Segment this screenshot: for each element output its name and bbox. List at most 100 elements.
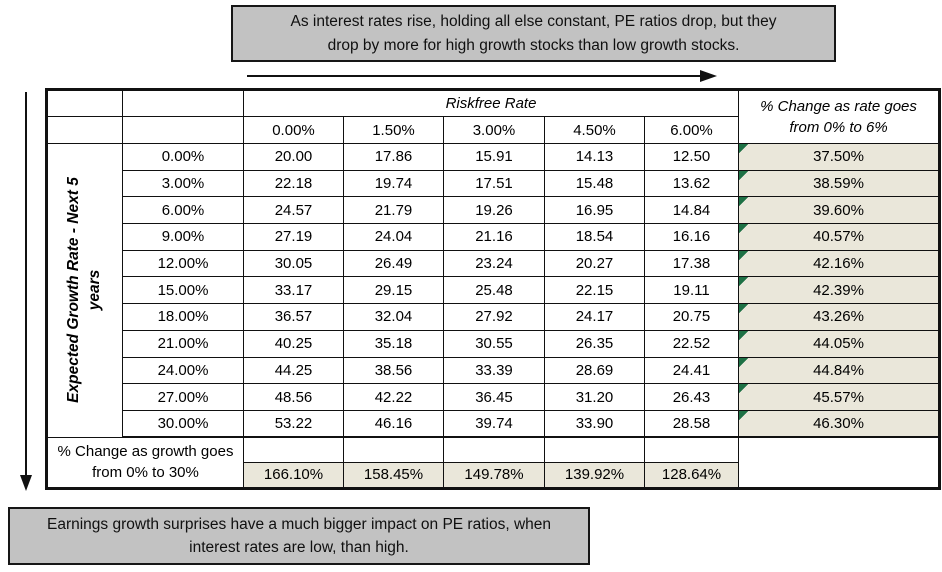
rate-column-header: 6.00% [644,116,739,144]
rate-column-header: 1.50% [343,116,444,144]
error-flag-icon [739,171,748,180]
pe-value-cell: 17.86 [343,143,444,171]
growth-rate-cell: 12.00% [122,249,244,278]
footer-blank-cell [544,436,645,463]
pe-value-cell: 15.91 [443,143,545,171]
table-row: 27.00% 48.56 42.22 36.45 31.20 26.43 45.… [47,383,940,411]
pct-change-cell: 38.59% [738,169,940,198]
pct-change-value: 38.59% [813,175,864,193]
pe-value-cell: 21.79 [343,196,444,225]
error-flag-icon [739,357,748,367]
pe-value-cell: 35.18 [343,329,444,358]
pe-value-cell: 33.17 [243,276,344,305]
pct-change-value: 42.16% [813,255,864,273]
pe-value-cell: 20.00 [243,143,344,171]
footer-blank-cell [644,436,739,463]
pct-change-value: 39.60% [813,201,864,219]
pe-value-cell: 29.15 [343,276,444,305]
pct-change-cell: 45.57% [738,383,940,411]
footer-pct-change-cell: 158.45% [343,461,444,489]
bottom-annotation-line2: interest rates are low, than high. [189,539,409,556]
growth-axis-label: Expected Growth Rate - Next 5 years [65,177,103,404]
growth-rate-cell: 27.00% [122,383,244,411]
pct-change-cell: 42.39% [738,276,940,305]
pe-table-body: Expected Growth Rate - Next 5 years 0.00%… [46,143,940,439]
pe-value-cell: 22.52 [644,329,739,358]
pe-value-cell: 25.48 [443,276,545,305]
pe-value-cell: 24.57 [243,196,344,225]
pe-value-cell: 24.04 [343,223,444,251]
pe-value-cell: 48.56 [243,383,344,411]
growth-rate-cell: 18.00% [122,303,244,331]
pe-value-cell: 27.19 [243,223,344,251]
pe-value-cell: 16.95 [544,196,645,225]
corner-blank-cell [46,116,123,144]
riskfree-rate-group-header: Riskfree Rate [243,89,739,117]
pct-change-value: 42.39% [813,281,864,299]
pe-value-cell: 19.26 [443,196,545,225]
footer-pct-change-cell: 166.10% [243,461,344,489]
error-flag-icon [739,331,748,340]
right-arrow [247,70,717,82]
pe-value-cell: 46.16 [343,409,444,439]
pe-value-cell: 18.54 [544,223,645,251]
pe-value-cell: 33.39 [443,356,545,385]
pe-value-cell: 23.24 [443,249,545,278]
footer-label-line1: % Change as growth goes [57,443,234,461]
footer-pct-change-cell: 128.64% [644,461,739,489]
pe-sensitivity-table: Riskfree Rate % Change as rate goes from… [45,88,941,490]
table-row: 12.00% 30.05 26.49 23.24 20.27 17.38 42.… [47,249,940,278]
table-row: Expected Growth Rate - Next 5 years 0.00%… [46,143,940,438]
corner-blank-cell [46,89,123,117]
pct-change-value: 40.57% [813,228,864,246]
pe-value-cell: 30.55 [443,329,545,358]
pct-change-value: 37.50% [813,148,864,166]
pe-value-cell: 19.74 [343,169,444,198]
table-row: 18.00% 36.57 32.04 27.92 24.17 20.75 43.… [47,303,940,331]
pe-value-cell: 26.43 [644,383,739,411]
pe-value-cell: 36.45 [443,383,545,411]
growth-rate-cell: 6.00% [122,196,244,225]
table-row: 24.00% 44.25 38.56 33.39 28.69 24.41 44.… [47,356,940,385]
pe-value-cell: 28.58 [644,409,739,439]
pe-value-cell: 22.15 [544,276,645,305]
pct-change-value: 44.05% [813,335,864,353]
bottom-annotation-line1: Earnings growth surprises have a much bi… [47,515,551,533]
table-row: 30.00% 53.22 46.16 39.74 33.90 28.58 46.… [47,409,940,439]
pe-value-cell: 42.22 [343,383,444,411]
down-arrow [20,92,32,491]
rate-column-header: 3.00% [443,116,545,144]
pe-value-cell: 19.11 [644,276,739,305]
pe-value-cell: 38.56 [343,356,444,385]
growth-rate-cell: 15.00% [122,276,244,305]
growth-rate-cell: 3.00% [122,169,244,198]
error-flag-icon [739,411,748,420]
table-row: 9.00% 27.19 24.04 21.16 18.54 16.16 40.5… [47,223,940,251]
table-row: 21.00% 40.25 35.18 30.55 26.35 22.52 44.… [47,329,940,358]
error-flag-icon [739,251,748,260]
pe-value-cell: 24.41 [644,356,739,385]
pe-value-cell: 44.25 [243,356,344,385]
error-flag-icon [739,384,748,394]
pe-value-cell: 26.49 [343,249,444,278]
footer-label-line2: from 0% to 30% [92,464,199,482]
pe-value-cell: 32.04 [343,303,444,331]
pe-value-cell: 40.25 [243,329,344,358]
table-row: 15.00% 33.17 29.15 25.48 22.15 19.11 42.… [47,276,940,305]
pct-change-cell: 37.50% [738,143,940,171]
pe-value-cell: 14.13 [544,143,645,171]
pct-change-cell: 46.30% [738,409,940,439]
pe-value-cell: 39.74 [443,409,545,439]
pct-change-value: 44.84% [813,361,864,379]
pe-value-cell: 17.38 [644,249,739,278]
pe-value-cell: 17.51 [443,169,545,198]
pe-value-cell: 36.57 [243,303,344,331]
pe-value-cell: 31.20 [544,383,645,411]
pe-value-cell: 24.17 [544,303,645,331]
footer-pct-change-cell: 149.78% [443,461,545,489]
footer-label-cell: % Change as growth goes from 0% to 30% [46,436,244,489]
pe-value-cell: 22.18 [243,169,344,198]
footer-right-blank-cell [738,436,940,489]
pct-change-cell: 44.05% [738,329,940,358]
growth-rate-cell: 0.00% [122,143,244,171]
